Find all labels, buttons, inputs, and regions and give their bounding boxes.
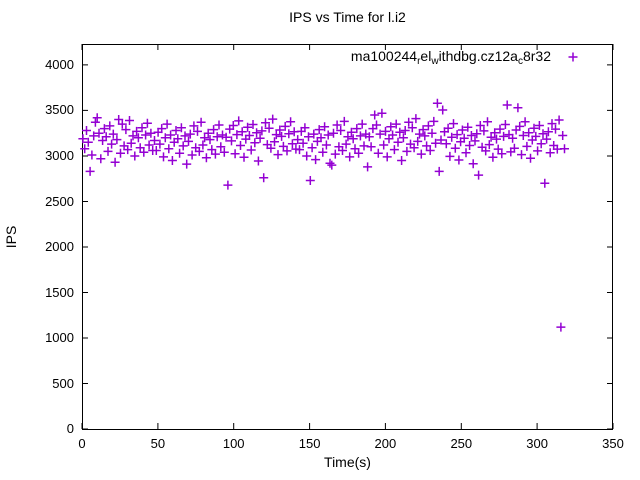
y-tick-label: 3000 — [45, 148, 74, 163]
x-tick-label: 150 — [298, 436, 321, 451]
y-tick-label: 0 — [66, 421, 74, 436]
x-tick-label: 250 — [450, 436, 473, 451]
x-tick-label: 50 — [150, 436, 166, 451]
data-points — [78, 98, 569, 332]
legend-label: ma100244relwithdbg.cz12ac8r32 — [350, 48, 551, 68]
legend-label-subscript: r — [417, 56, 421, 67]
axis-ticks — [81, 44, 614, 430]
y-tick-label: 500 — [52, 375, 74, 391]
y-tick-label: 1000 — [45, 330, 74, 345]
y-tick-label: 1500 — [45, 284, 74, 300]
legend-marker-icon — [568, 52, 578, 62]
legend-label-subscript: w — [431, 56, 439, 67]
plot-border — [82, 44, 613, 430]
chart-title: IPS vs Time for l.i2 — [289, 9, 406, 25]
x-tick-label: 300 — [526, 436, 548, 451]
x-tick-label: 0 — [78, 436, 86, 451]
legend-label-text: el — [420, 48, 432, 64]
legend-label-subscript: c — [517, 56, 523, 67]
x-axis-label: Time(s) — [324, 454, 371, 470]
y-tick-label: 4000 — [45, 56, 74, 72]
legend-label-text: ithdbg.cz12a — [438, 48, 518, 64]
legend-label-text: ma100244 — [350, 48, 418, 64]
x-tick-label: 100 — [222, 436, 245, 451]
x-tick-label: 350 — [602, 436, 624, 451]
y-tick-label: 2500 — [45, 193, 74, 209]
legend-label-text: 8r32 — [522, 48, 551, 64]
x-tick-label: 200 — [374, 436, 397, 451]
y-tick-label: 2000 — [45, 239, 74, 254]
y-tick-label: 3500 — [45, 102, 74, 118]
